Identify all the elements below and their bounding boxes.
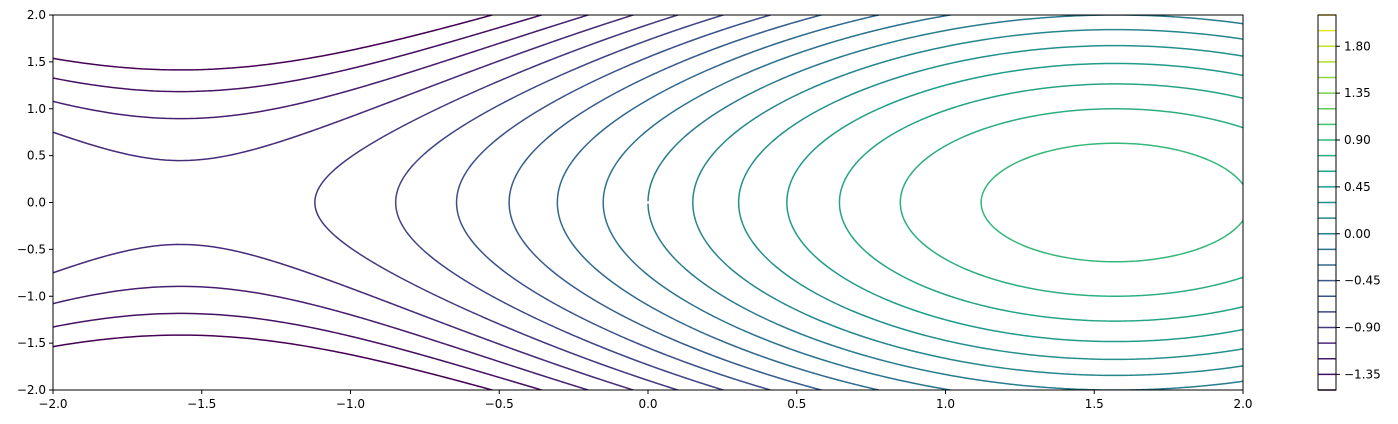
colorbar-tick-label: 0.45 bbox=[1344, 180, 1371, 194]
y-tick-label: 2.0 bbox=[27, 8, 46, 22]
contour-level-14 bbox=[838, 83, 1243, 322]
x-tick-label: 1.0 bbox=[936, 397, 955, 411]
x-tick-label: 0.5 bbox=[787, 397, 806, 411]
y-tick-label: 0.5 bbox=[27, 149, 46, 163]
colorbar-tick-label: 1.80 bbox=[1344, 39, 1371, 53]
y-tick-label: 1.0 bbox=[27, 102, 46, 116]
colorbar: −1.35 −0.90 −0.45 0.00 0.45 0.90 1.35 1.80 bbox=[1317, 14, 1381, 391]
colorbar-tick-label: −0.45 bbox=[1344, 274, 1381, 288]
contour-level-8 bbox=[556, 15, 880, 390]
contour-level-4 bbox=[314, 15, 679, 390]
contour-level-2 bbox=[53, 15, 589, 390]
contour-level-0 bbox=[53, 15, 493, 390]
x-tick-label: 2.0 bbox=[1233, 397, 1252, 411]
contour-level-5 bbox=[394, 15, 724, 390]
contour-level-9 bbox=[602, 15, 952, 390]
y-tick-label: −1.0 bbox=[17, 289, 46, 303]
contour-level-3 bbox=[53, 15, 634, 390]
colorbar-tick-label: −0.90 bbox=[1344, 321, 1381, 335]
colorbar-tick-label: −1.35 bbox=[1344, 367, 1381, 381]
contour-level-7 bbox=[508, 15, 823, 390]
contour-level-13 bbox=[786, 62, 1243, 343]
contour-lines bbox=[53, 15, 1243, 390]
y-axis: −2.0 −1.5 −1.0 −0.5 0.0 0.5 1.0 1.5 2.0 bbox=[17, 8, 53, 397]
y-tick-label: 1.5 bbox=[27, 55, 46, 69]
colorbar-tick-label: 0.00 bbox=[1344, 227, 1371, 241]
colorbar-tick-label: 0.90 bbox=[1344, 133, 1371, 147]
y-tick-label: −2.0 bbox=[17, 383, 46, 397]
contour-level-10 bbox=[647, 15, 1243, 390]
contour-level-12 bbox=[737, 44, 1243, 361]
colorbar-frame bbox=[1317, 14, 1337, 391]
y-tick-label: −0.5 bbox=[17, 242, 46, 256]
x-tick-label: −1.0 bbox=[336, 397, 365, 411]
x-tick-label: −0.5 bbox=[485, 397, 514, 411]
contour-level-15 bbox=[899, 108, 1243, 297]
x-axis: −2.0 −1.5 −1.0 −0.5 0.0 0.5 1.0 1.5 2.0 bbox=[38, 390, 1253, 411]
colorbar-tick-label: 1.35 bbox=[1344, 86, 1371, 100]
x-tick-label: 1.5 bbox=[1085, 397, 1104, 411]
contour-level-6 bbox=[455, 15, 772, 390]
y-tick-label: −1.5 bbox=[17, 336, 46, 350]
x-tick-label: −2.0 bbox=[38, 397, 67, 411]
contour-level-1 bbox=[53, 15, 543, 390]
y-tick-label: 0.0 bbox=[27, 196, 46, 210]
contour-level-11 bbox=[692, 28, 1243, 377]
x-tick-label: −1.5 bbox=[187, 397, 216, 411]
x-tick-label: 0.0 bbox=[638, 397, 657, 411]
